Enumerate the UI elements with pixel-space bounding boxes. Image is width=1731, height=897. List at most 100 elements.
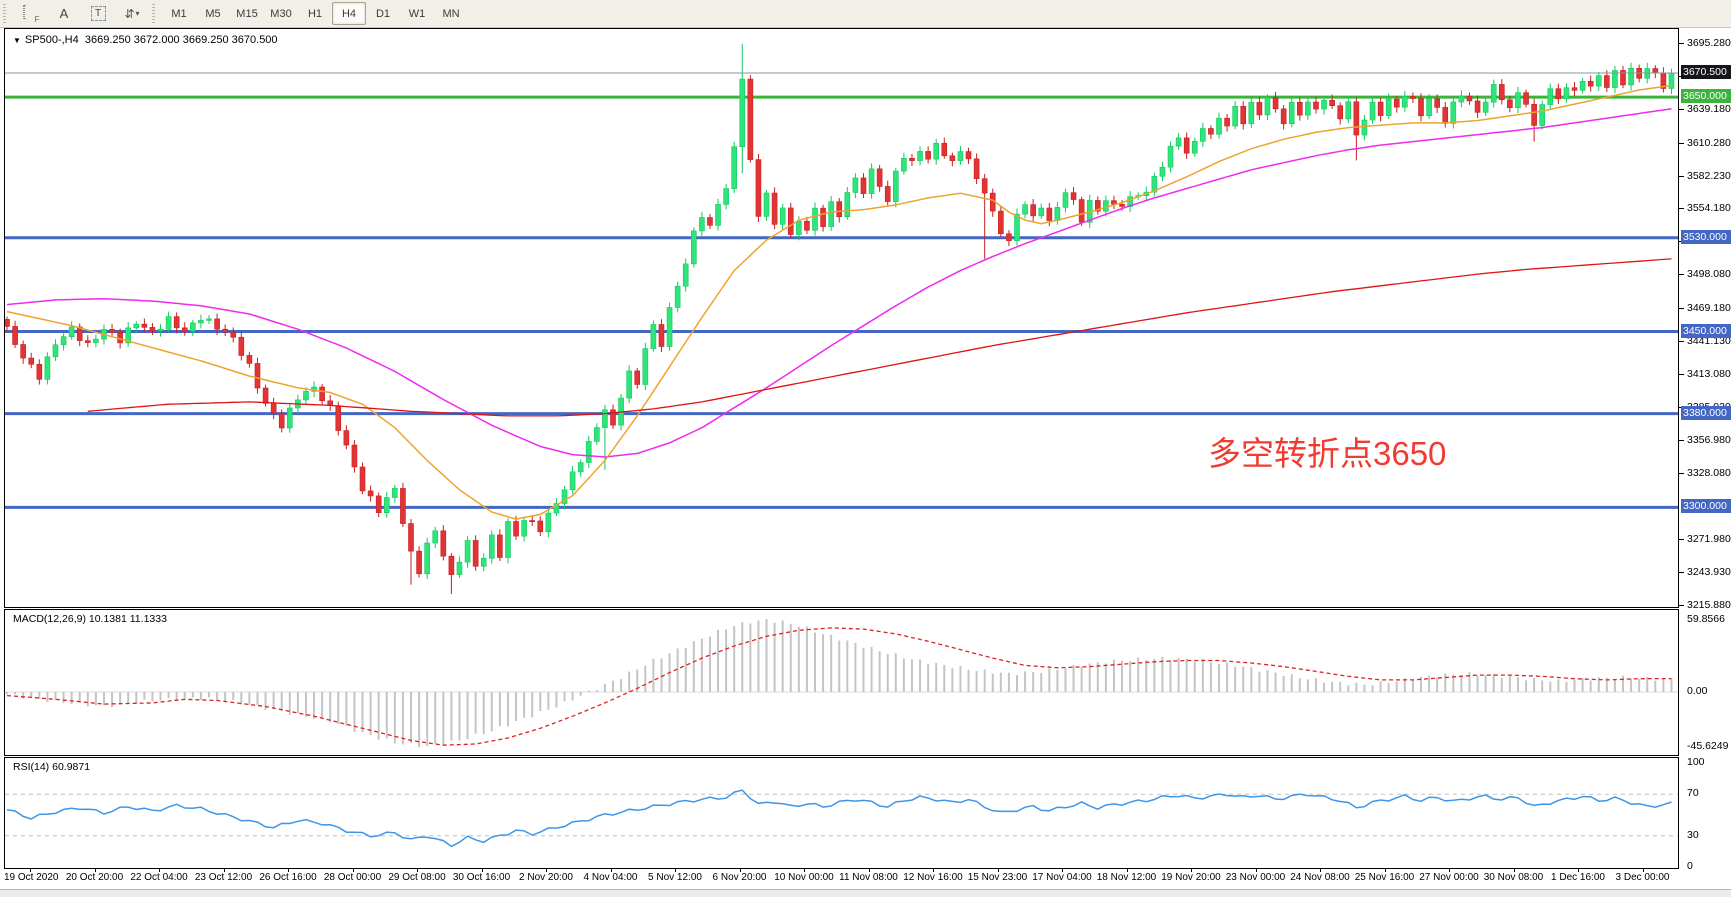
- timeframe-button-m5[interactable]: M5: [205, 7, 221, 20]
- rsi-canvas[interactable]: [5, 758, 1678, 868]
- main-chart-panel[interactable]: ▼ SP500-,H4 3669.250 3672.000 3669.250 36…: [4, 28, 1679, 608]
- last-price-badge: 3670.500: [1681, 65, 1731, 80]
- time-tick-mark: [1384, 869, 1386, 872]
- timeframe-button-h1[interactable]: H1: [307, 7, 323, 20]
- time-tick-mark: [288, 869, 289, 872]
- time-tick-label: 22 Oct 04:00: [130, 872, 188, 883]
- price-chart-canvas[interactable]: [5, 29, 1678, 607]
- time-tick-mark: [223, 869, 225, 872]
- price-tick-label: 3441.130: [1679, 335, 1731, 347]
- time-tick-mark: [610, 869, 612, 872]
- time-tick-mark: [804, 869, 805, 872]
- price-tick-label: 3356.980: [1679, 434, 1731, 446]
- templates-grid-button[interactable]: F: [13, 2, 47, 25]
- time-tick-mark: [933, 869, 934, 872]
- time-tick-mark: [352, 869, 354, 872]
- time-tick-mark: [675, 869, 676, 872]
- timeframe-button-w1[interactable]: W1: [408, 7, 426, 20]
- level-price-badge: 3530.000: [1681, 229, 1731, 244]
- price-tick-label: 3695.280: [1679, 37, 1731, 49]
- time-tick-mark: [868, 869, 870, 872]
- arrange-arrows-icon: ⇵: [124, 6, 134, 21]
- macd-values: 10.1381 11.1333: [88, 613, 167, 625]
- time-tick-mark: [1126, 869, 1128, 872]
- chart-title: ▼ SP500-,H4 3669.250 3672.000 3669.250 36…: [13, 34, 278, 46]
- text-annotation-button[interactable]: A: [47, 2, 81, 25]
- time-tick-label: 1 Dec 16:00: [1551, 872, 1605, 883]
- timeframe-button-m1[interactable]: M1: [171, 7, 187, 20]
- time-tick-label: 10 Nov 00:00: [774, 872, 834, 883]
- time-tick-mark: [1191, 869, 1192, 872]
- time-tick-label: 12 Nov 16:00: [903, 872, 963, 883]
- toolbar-grip[interactable]: [2, 3, 9, 24]
- macd-axis-label: 0.00: [1687, 685, 1708, 697]
- chart-dropdown-icon[interactable]: ▼: [13, 36, 21, 45]
- macd-axis-label: -45.6249: [1687, 740, 1729, 753]
- macd-panel[interactable]: MACD(12,26,9) 10.1381 11.1333: [4, 609, 1679, 756]
- time-tick-label: 15 Nov 23:00: [967, 872, 1028, 883]
- time-tick-mark: [417, 869, 418, 872]
- symbol-period-label: SP500-,H4: [24, 34, 79, 46]
- time-tick-label: 6 Nov 20:00: [712, 872, 767, 883]
- rsi-axis-label: 0: [1687, 860, 1693, 872]
- time-tick-label: 18 Nov 12:00: [1096, 872, 1157, 883]
- grid-f-icon: F: [22, 5, 40, 24]
- time-tick-mark: [997, 869, 999, 872]
- arrange-button[interactable]: ⇵ ▾: [115, 2, 149, 25]
- time-tick-mark: [1513, 869, 1515, 872]
- text-label-button[interactable]: T: [81, 2, 115, 25]
- letter-a-icon: A: [59, 6, 69, 21]
- timeframe-button-m15[interactable]: M15: [236, 7, 258, 20]
- time-tick-mark: [30, 869, 31, 872]
- time-tick-mark: [1578, 869, 1579, 872]
- time-tick-mark: [1642, 869, 1644, 872]
- chart-text-annotation[interactable]: 多空转折点3650: [1208, 435, 1447, 472]
- time-tick-label: 23 Nov 00:00: [1225, 872, 1286, 883]
- macd-label: MACD(12,26,9) 10.1381 11.1333: [13, 613, 167, 625]
- rsi-axis-label: 100: [1687, 756, 1705, 768]
- status-strip: [0, 889, 1731, 897]
- time-tick-label: 26 Oct 16:00: [259, 872, 317, 883]
- time-tick-mark: [1449, 869, 1450, 872]
- rsi-axis-label: 70: [1687, 787, 1699, 800]
- time-tick-label: 19 Nov 20:00: [1161, 872, 1221, 883]
- chevron-down-icon: ▾: [135, 9, 140, 18]
- time-tick-label: 30 Oct 16:00: [452, 872, 511, 883]
- rsi-panel[interactable]: RSI(14) 60.9871: [4, 757, 1679, 869]
- price-axis[interactable]: 3695.2803667.2303639.1803610.2803582.230…: [1679, 28, 1731, 872]
- toolbar: F A T ⇵ ▾ M1 M5 M15 M30 H1 H4 D1 W1 MN: [0, 0, 1731, 28]
- level-price-badge: 3300.000: [1681, 499, 1731, 514]
- time-tick-mark: [1320, 869, 1321, 872]
- toolbar-grip-2[interactable]: [151, 3, 158, 24]
- price-tick-label: 3582.230: [1679, 170, 1731, 182]
- price-tick-label: 3243.930: [1679, 566, 1731, 578]
- timeframe-button-m30[interactable]: M30: [270, 7, 292, 20]
- price-tick-label: 3610.280: [1679, 137, 1731, 149]
- rsi-values: 60.9871: [52, 761, 91, 773]
- time-tick-label: 23 Oct 12:00: [194, 872, 253, 883]
- price-tick-label: 3328.080: [1679, 467, 1731, 479]
- time-tick-label: 20 Oct 20:00: [65, 872, 124, 883]
- time-tick-mark: [94, 869, 96, 872]
- time-tick-mark: [1255, 869, 1257, 872]
- quote-ohlc-label: 3669.250 3672.000 3669.250 3670.500: [84, 34, 278, 46]
- macd-canvas[interactable]: [5, 610, 1678, 755]
- time-tick-label: 11 Nov 08:00: [839, 872, 898, 883]
- time-tick-label: 30 Nov 08:00: [1483, 872, 1544, 883]
- time-tick-label: 2 Nov 20:00: [519, 872, 573, 883]
- text-label-icon: T: [90, 6, 106, 21]
- level-price-badge: 3450.000: [1681, 323, 1731, 338]
- time-tick-label: 17 Nov 04:00: [1032, 872, 1092, 883]
- time-axis[interactable]: 19 Oct 2020 20 Oct 20:00 22 Oct 04:00 23 Oc…: [4, 869, 1679, 888]
- time-tick-label: 27 Nov 00:00: [1419, 872, 1479, 883]
- time-tick-mark: [481, 869, 483, 872]
- time-tick-mark: [1062, 869, 1063, 872]
- timeframe-button-mn[interactable]: MN: [442, 7, 460, 20]
- timeframe-button-h4[interactable]: H4: [332, 2, 366, 25]
- time-tick-mark: [739, 869, 741, 872]
- time-tick-mark: [546, 869, 547, 872]
- timeframe-button-d1[interactable]: D1: [375, 7, 391, 20]
- rsi-axis-label: 30: [1687, 828, 1699, 841]
- time-tick-label: 19 Oct 2020: [4, 872, 59, 883]
